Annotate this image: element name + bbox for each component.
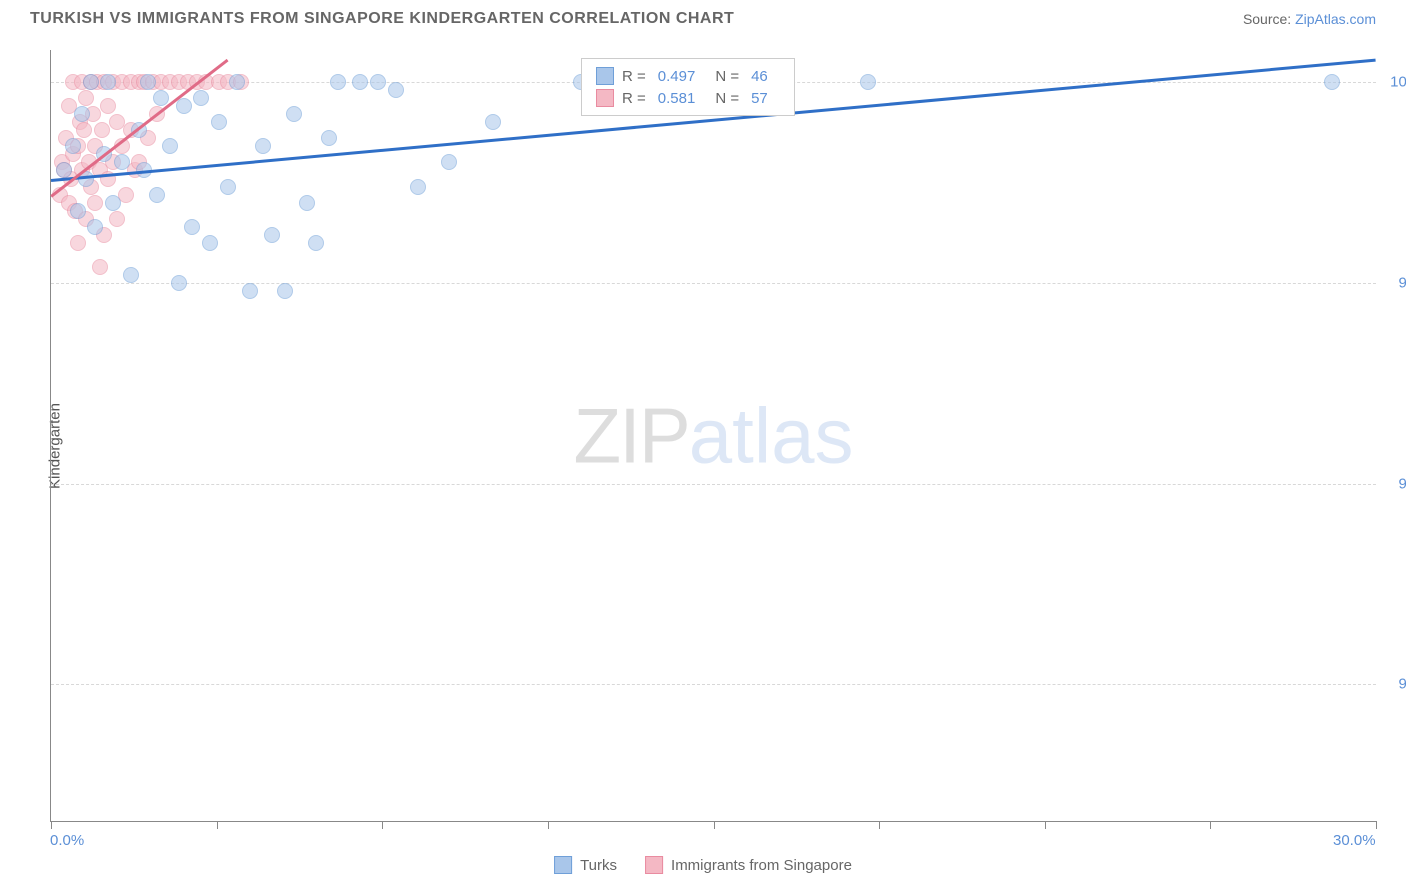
gridline-horizontal [51,684,1376,685]
scatter-point [162,138,178,154]
scatter-point [860,74,876,90]
scatter-point [70,235,86,251]
scatter-point [352,74,368,90]
watermark-part1: ZIP [573,391,688,479]
n-label: N = [715,90,739,107]
x-tick [548,821,549,829]
scatter-point [65,138,81,154]
watermark-part2: atlas [689,391,854,479]
correlation-legend-box: R = 0.497 N = 46 R = 0.581 N = 57 [581,58,795,116]
y-tick-label: 95.0% [1381,475,1406,492]
watermark: ZIPatlas [573,390,853,481]
y-tick-label: 97.5% [1381,274,1406,291]
scatter-point [308,235,324,251]
x-tick [714,821,715,829]
x-tick [1045,821,1046,829]
scatter-point [1324,74,1340,90]
x-tick [1210,821,1211,829]
scatter-point [229,74,245,90]
x-tick [1376,821,1377,829]
r-label: R = [622,68,646,85]
scatter-point [176,98,192,114]
header: TURKISH VS IMMIGRANTS FROM SINGAPORE KIN… [0,0,1406,36]
scatter-point [109,211,125,227]
n-value: 46 [751,68,768,85]
legend-label: Immigrants from Singapore [671,857,852,874]
x-tick [382,821,383,829]
scatter-point [94,122,110,138]
legend-row: R = 0.581 N = 57 [596,87,780,109]
scatter-point [321,130,337,146]
scatter-point [149,187,165,203]
scatter-point [184,219,200,235]
scatter-point [87,195,103,211]
bottom-legend-item: Immigrants from Singapore [645,856,852,874]
legend-swatch [645,856,663,874]
scatter-point [388,82,404,98]
source-attribution: Source: ZipAtlas.com [1243,11,1376,27]
scatter-point [211,114,227,130]
scatter-point [56,162,72,178]
scatter-point [114,154,130,170]
scatter-point [140,74,156,90]
scatter-point [105,195,121,211]
scatter-point [485,114,501,130]
legend-swatch [554,856,572,874]
y-tick-label: 92.5% [1381,676,1406,693]
n-label: N = [715,68,739,85]
scatter-point [92,259,108,275]
scatter-point [78,90,94,106]
scatter-point [74,106,90,122]
scatter-point [277,283,293,299]
y-tick-label: 100.0% [1381,74,1406,91]
x-tick [879,821,880,829]
scatter-point [70,203,86,219]
scatter-point [299,195,315,211]
legend-row: R = 0.497 N = 46 [596,65,780,87]
scatter-point [286,106,302,122]
source-prefix: Source: [1243,11,1295,27]
scatter-point [410,179,426,195]
scatter-point [171,275,187,291]
scatter-point [100,74,116,90]
scatter-point [255,138,271,154]
bottom-legend: Turks Immigrants from Singapore [554,856,852,874]
scatter-point [76,122,92,138]
x-tick [217,821,218,829]
legend-label: Turks [580,857,617,874]
gridline-horizontal [51,484,1376,485]
legend-swatch [596,89,614,107]
scatter-point [264,227,280,243]
scatter-point [202,235,218,251]
scatter-point [83,74,99,90]
scatter-point [242,283,258,299]
scatter-point [123,267,139,283]
source-link[interactable]: ZipAtlas.com [1295,11,1376,27]
scatter-point [441,154,457,170]
r-value: 0.497 [658,68,696,85]
scatter-point [220,179,236,195]
scatter-point [330,74,346,90]
x-axis-label: 30.0% [1333,832,1376,849]
chart-title: TURKISH VS IMMIGRANTS FROM SINGAPORE KIN… [30,10,734,28]
r-value: 0.581 [658,90,696,107]
x-tick [51,821,52,829]
chart-plot-area: ZIPatlas 100.0%97.5%95.0%92.5%R =0.497N … [50,50,1376,822]
r-label: R = [622,90,646,107]
scatter-point [87,219,103,235]
bottom-legend-item: Turks [554,856,617,874]
x-axis-label: 0.0% [50,832,84,849]
scatter-point [370,74,386,90]
scatter-point [193,90,209,106]
n-value: 57 [751,90,768,107]
scatter-point [100,98,116,114]
legend-swatch [596,67,614,85]
